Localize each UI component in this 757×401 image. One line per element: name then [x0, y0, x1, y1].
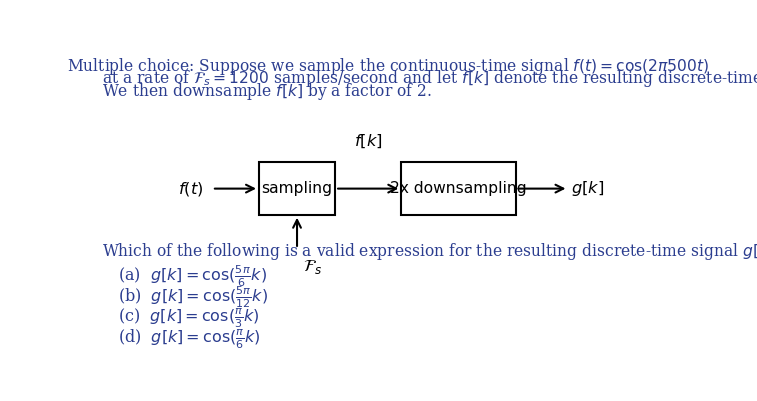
Text: (c)  $g[k] = \cos(\frac{\pi}{3} k)$: (c) $g[k] = \cos(\frac{\pi}{3} k)$ [118, 306, 260, 330]
Text: Which of the following is a valid expression for the resulting discrete-time sig: Which of the following is a valid expres… [102, 241, 757, 262]
Text: 2x downsampling: 2x downsampling [390, 181, 527, 196]
Text: We then downsample $f[k]$ by a factor of 2.: We then downsample $f[k]$ by a factor of… [102, 81, 432, 101]
Text: $\mathcal{F}_s$: $\mathcal{F}_s$ [303, 258, 322, 276]
Text: (b)  $g[k] = \cos(\frac{5\pi}{12} k)$: (b) $g[k] = \cos(\frac{5\pi}{12} k)$ [118, 284, 268, 310]
FancyBboxPatch shape [401, 162, 516, 215]
Text: $f[k]$: $f[k]$ [354, 133, 382, 150]
Text: (a)  $g[k] = \cos(\frac{5\pi}{6} k)$: (a) $g[k] = \cos(\frac{5\pi}{6} k)$ [118, 263, 267, 288]
Text: sampling: sampling [261, 181, 332, 196]
Text: $f(t)$: $f(t)$ [178, 180, 203, 198]
Text: Multiple choice: Suppose we sample the continuous-time signal $f(t) = \cos(2\pi5: Multiple choice: Suppose we sample the c… [67, 56, 709, 77]
Text: at a rate of $\mathcal{F}_s = 1200$ samples/second and let $f[k]$ denote the res: at a rate of $\mathcal{F}_s = 1200$ samp… [102, 68, 757, 89]
Text: (d)  $g[k] = \cos(\frac{\pi}{6} k)$: (d) $g[k] = \cos(\frac{\pi}{6} k)$ [118, 328, 261, 351]
FancyBboxPatch shape [259, 162, 335, 215]
Text: $g[k]$: $g[k]$ [572, 179, 604, 198]
